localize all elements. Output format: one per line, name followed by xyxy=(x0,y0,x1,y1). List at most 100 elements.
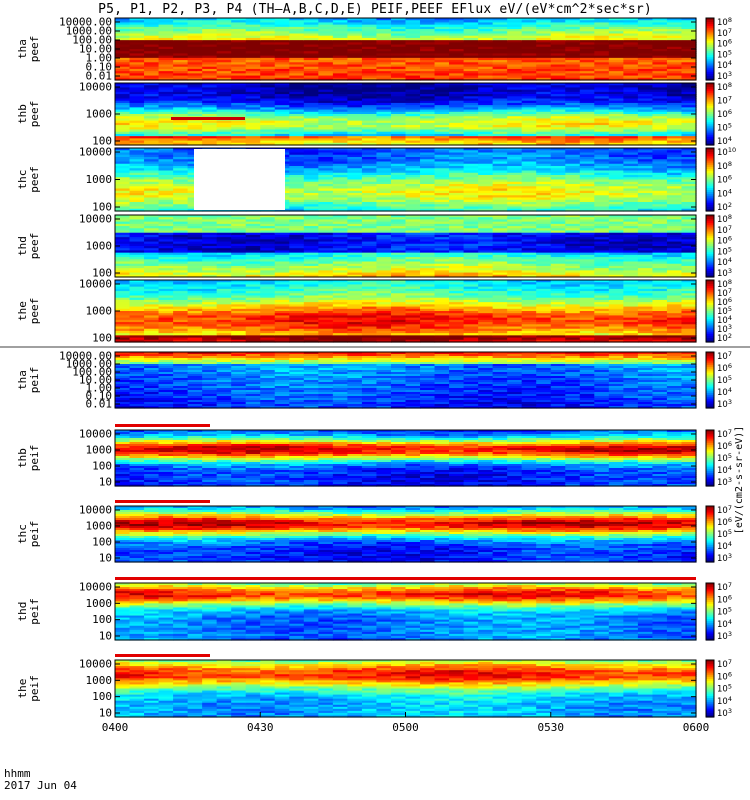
heatmap-cell xyxy=(332,71,349,74)
heatmap-cell xyxy=(216,64,232,68)
heatmap-cell xyxy=(390,152,407,156)
heatmap-cell xyxy=(361,129,378,133)
heatmap-cell xyxy=(652,31,668,35)
heatmap-cell xyxy=(637,179,654,183)
heatmap-cell xyxy=(594,125,610,128)
heatmap-cell xyxy=(478,33,494,37)
heatmap-cell xyxy=(637,131,654,135)
heatmap-cell xyxy=(608,55,624,59)
colorbar-cell xyxy=(706,181,714,185)
heatmap-cell xyxy=(303,91,319,95)
heatmap-cell xyxy=(260,243,276,247)
heatmap-cell xyxy=(434,168,450,172)
heatmap-cell xyxy=(347,68,363,72)
heatmap-cell xyxy=(666,37,683,41)
heatmap-cell xyxy=(318,190,334,194)
heatmap-cell xyxy=(289,217,305,221)
heatmap-cell xyxy=(652,142,668,146)
heatmap-cell xyxy=(492,152,508,156)
heatmap-cell xyxy=(608,197,624,201)
heatmap-cell xyxy=(507,184,523,187)
heatmap-cell xyxy=(202,42,218,46)
heatmap-cell xyxy=(536,172,552,176)
heatmap-cell xyxy=(434,120,450,124)
heatmap-cell xyxy=(637,116,654,120)
heatmap-cell xyxy=(129,193,145,196)
heatmap-cell xyxy=(623,20,639,24)
heatmap-cell xyxy=(318,154,334,158)
heatmap-cell xyxy=(144,40,160,43)
heatmap-cell xyxy=(478,127,494,131)
heatmap-cell xyxy=(129,208,145,212)
heatmap-cell xyxy=(492,161,508,165)
heatmap-cell xyxy=(187,257,203,260)
heatmap-cell xyxy=(420,186,436,190)
heatmap-cell xyxy=(463,102,479,106)
heatmap-cell xyxy=(144,94,160,97)
heatmap-cell xyxy=(129,24,145,28)
heatmap-cell xyxy=(347,150,363,154)
heatmap-cell xyxy=(449,102,465,106)
heatmap-cell xyxy=(115,71,131,74)
heatmap-cell xyxy=(332,89,349,93)
heatmap-cell xyxy=(463,208,479,212)
heatmap-cell xyxy=(318,237,334,240)
heatmap-cell xyxy=(129,204,145,208)
heatmap-cell xyxy=(274,29,290,32)
heatmap-cell xyxy=(405,22,421,26)
heatmap-cell xyxy=(144,42,160,46)
heatmap-cell xyxy=(231,75,247,79)
heatmap-cell xyxy=(637,85,654,89)
heatmap-cell xyxy=(434,228,450,232)
heatmap-cell xyxy=(536,140,552,144)
heatmap-cell xyxy=(173,219,189,223)
heatmap-cell xyxy=(332,127,349,131)
heatmap-cell xyxy=(187,26,203,30)
heatmap-cell xyxy=(449,257,465,260)
heatmap-cell xyxy=(521,177,537,181)
heatmap-cell xyxy=(637,107,654,111)
heatmap-cell xyxy=(158,241,174,245)
heatmap-cell xyxy=(594,94,610,97)
heatmap-cell xyxy=(420,49,436,52)
heatmap-cell xyxy=(274,60,290,63)
heatmap-cell xyxy=(289,274,305,278)
heatmap-cell xyxy=(594,107,610,111)
heatmap-cell xyxy=(681,40,697,43)
heatmap-cell xyxy=(361,188,378,192)
heatmap-cell xyxy=(536,204,552,208)
heatmap-cell xyxy=(420,71,436,74)
heatmap-cell xyxy=(507,265,523,269)
heatmap-cell xyxy=(376,243,392,247)
heatmap-cell xyxy=(449,186,465,190)
heatmap-cell xyxy=(420,85,436,89)
heatmap-cell xyxy=(390,163,407,167)
heatmap-cell xyxy=(129,226,145,229)
heatmap-cell xyxy=(115,181,131,185)
heatmap-cell xyxy=(579,226,595,229)
heatmap-cell xyxy=(216,68,232,72)
heatmap-cell xyxy=(420,175,436,178)
heatmap-cell xyxy=(449,46,465,50)
heatmap-cell xyxy=(463,140,479,144)
heatmap-cell xyxy=(129,248,145,252)
heatmap-cell xyxy=(434,40,450,43)
heatmap-cell xyxy=(202,51,218,55)
heatmap-cell xyxy=(478,206,494,210)
colorbar-cell xyxy=(706,169,714,172)
heatmap-cell xyxy=(449,116,465,120)
heatmap-cell xyxy=(115,66,131,70)
heatmap-cell xyxy=(565,252,581,256)
heatmap-cell xyxy=(550,140,566,144)
heatmap-cell xyxy=(579,131,595,135)
heatmap-cell xyxy=(550,272,566,276)
heatmap-cell xyxy=(536,22,552,26)
heatmap-cell xyxy=(390,215,407,218)
colorbar-cell xyxy=(706,22,714,25)
heatmap-cell xyxy=(550,66,566,70)
heatmap-cell xyxy=(565,208,581,212)
heatmap-cell xyxy=(608,154,624,158)
heatmap-cell xyxy=(594,252,610,256)
heatmap-cell xyxy=(608,131,624,135)
heatmap-cell xyxy=(202,53,218,57)
